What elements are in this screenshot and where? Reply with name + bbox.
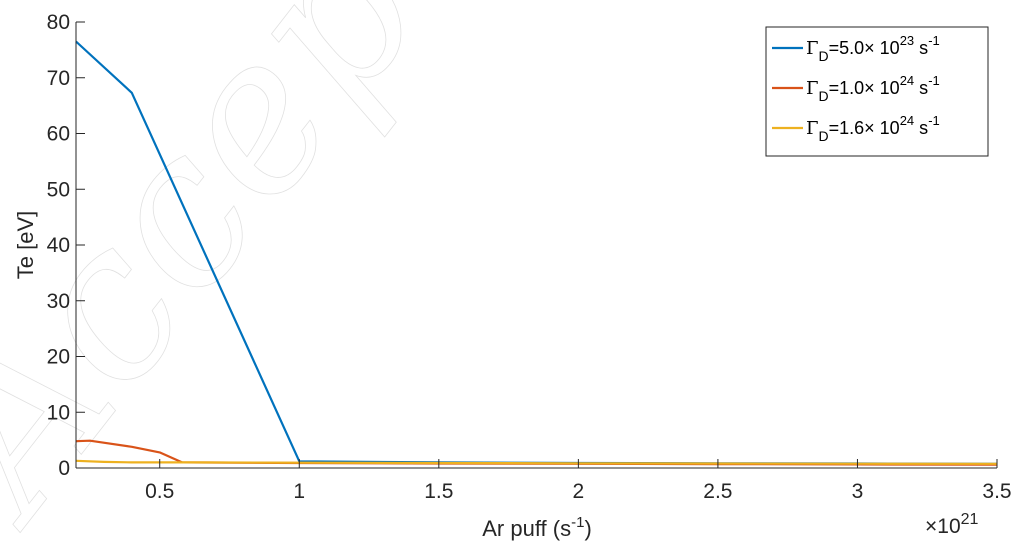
legend-part-sym: Γ (806, 118, 819, 139)
x-tick-label: 1.5 (424, 480, 453, 503)
series-line-3 (75, 459, 998, 465)
x-ticks: 0.5 1 1.5 2 2.5 3 3.5 (145, 459, 1012, 503)
x-multiplier: ×1021 (925, 511, 979, 538)
legend-part-unit: s (914, 38, 928, 58)
y-axis-title: Te [eV] (13, 211, 38, 279)
legend-label-1: ΓD=5.0× 1023 s-1 (806, 33, 940, 64)
legend-part-sub: D (819, 48, 829, 64)
legend-entries: ΓD=5.0× 1023 s-1ΓD=1.0× 1024 s-1ΓD=1.6× … (772, 33, 940, 144)
y-tick-label: 30 (47, 290, 70, 313)
legend-part-exp: 23 (900, 33, 914, 48)
y-tick-label: 20 (47, 346, 70, 369)
x-axis-title-sup: -1 (571, 514, 584, 531)
y-tick-label: 70 (47, 67, 70, 90)
x-multiplier-prefix: ×10 (925, 515, 961, 538)
legend-part-unit: s (914, 78, 928, 98)
x-axis-title: Ar puff (s-1) (482, 514, 592, 541)
legend-part-exp: 24 (900, 113, 914, 128)
x-axis-title-base: Ar puff (s (482, 516, 571, 541)
legend-part-exp: 24 (900, 73, 914, 88)
x-tick-label: 0.5 (145, 480, 174, 503)
series-line-2 (75, 439, 998, 466)
legend: ΓD=5.0× 1023 s-1ΓD=1.0× 1024 s-1ΓD=1.6× … (765, 26, 989, 157)
y-tick-label: 10 (47, 401, 70, 424)
x-tick-label: 3 (852, 480, 864, 503)
legend-part-unit_exp: -1 (928, 113, 940, 128)
y-ticks: 0 10 20 30 40 50 60 70 80 (47, 11, 85, 480)
legend-part-sub: D (819, 128, 829, 144)
y-tick-label: 40 (47, 234, 70, 257)
watermark: Accepte (0, 0, 596, 547)
legend-part-val: =5.0× 10 (829, 38, 900, 58)
legend-part-unit_exp: -1 (928, 33, 940, 48)
x-tick-label: 1 (293, 480, 305, 503)
legend-part-val: =1.0× 10 (829, 78, 900, 98)
legend-part-val: =1.6× 10 (829, 118, 900, 138)
x-tick-label: 3.5 (982, 480, 1011, 503)
legend-label-3: ΓD=1.6× 1024 s-1 (806, 113, 940, 144)
legend-part-sym: Γ (806, 78, 819, 99)
x-multiplier-exp: 21 (961, 511, 979, 528)
y-tick-label: 0 (58, 457, 70, 480)
x-axis-title-end: ) (584, 516, 591, 541)
y-tick-label: 80 (47, 11, 70, 34)
legend-part-unit: s (914, 118, 928, 138)
y-tick-label: 50 (47, 178, 70, 201)
legend-part-sym: Γ (806, 38, 819, 59)
svg-text:Accepte: Accepte (0, 0, 596, 547)
legend-label-2: ΓD=1.0× 1024 s-1 (806, 73, 940, 104)
x-tick-label: 2 (573, 480, 585, 503)
legend-part-unit_exp: -1 (928, 73, 940, 88)
legend-part-sub: D (819, 88, 829, 104)
y-tick-label: 60 (47, 123, 70, 146)
x-tick-label: 2.5 (703, 480, 732, 503)
